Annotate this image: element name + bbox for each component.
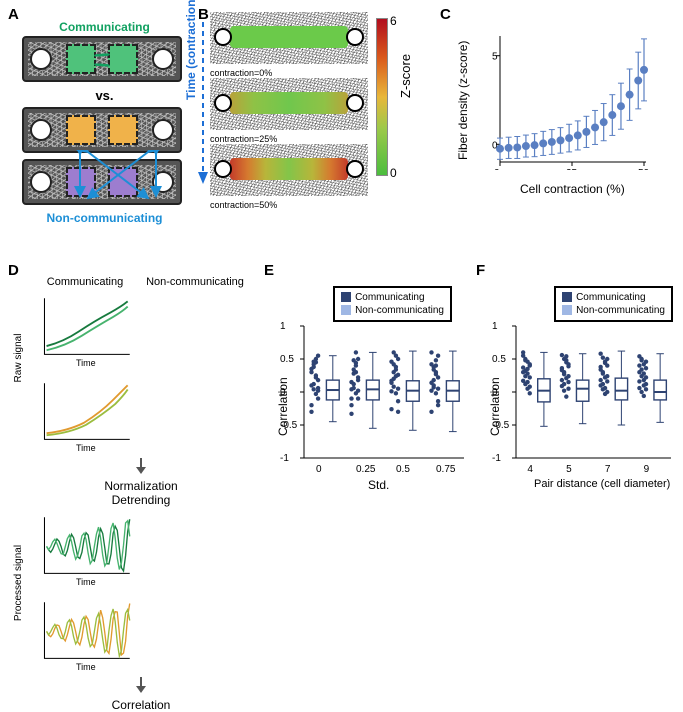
svg-text:4: 4: [527, 464, 533, 475]
svg-text:0.5: 0.5: [492, 354, 506, 365]
sim-frame-0: [210, 12, 368, 64]
e-xlabel: Std.: [368, 478, 389, 492]
panel-B: Time (contraction) contraction=0% contra…: [210, 12, 375, 210]
d-raw-noncomm: Time: [32, 377, 136, 451]
lgE-noncomm: Non-communicating: [355, 305, 444, 316]
d-step3: Correlation: [30, 698, 252, 712]
contraction-label-1: contraction=25%: [210, 134, 375, 144]
panel-E: Communicating Non-communicating -1-0.500…: [272, 286, 472, 496]
panel-C: 0502550 Fiber density (z-score) Cell con…: [450, 20, 660, 200]
d-step2: Detrending: [30, 493, 252, 507]
d-step1: Normalization: [30, 479, 252, 493]
f-xlabel: Pair distance (cell diameter): [534, 478, 670, 490]
sim-frame-1: [210, 78, 368, 130]
legend-F: Communicating Non-communicating: [554, 286, 673, 322]
vs-text: vs.: [22, 88, 187, 103]
cbar-tick-top: 6: [390, 14, 397, 28]
arrow-down-icon: [134, 458, 148, 474]
svg-text:0.5: 0.5: [396, 464, 410, 475]
label-F: F: [476, 262, 485, 279]
device-noncomm-2: [22, 159, 182, 205]
d-xlab-3: Time: [76, 577, 96, 587]
c-xlabel: Cell contraction (%): [520, 182, 625, 196]
fiber-density-chart: 0502550: [492, 30, 652, 170]
arrow-down-icon-2: [134, 677, 148, 693]
d-row1-label: Raw signal: [13, 334, 24, 383]
f-ylabel: Correlation: [488, 377, 502, 436]
svg-text:0.25: 0.25: [356, 464, 376, 475]
panel-A: Communicating vs. Non-communicating: [22, 20, 187, 225]
svg-text:0.75: 0.75: [436, 464, 456, 475]
time-arrow-icon: [196, 18, 210, 184]
communicating-title: Communicating: [22, 20, 187, 34]
sim-frame-2: [210, 144, 368, 196]
d-proc-comm: Time: [32, 511, 136, 585]
d-xlab-1: Time: [76, 358, 96, 368]
svg-text:0: 0: [316, 464, 322, 475]
lgE-comm: Communicating: [355, 292, 424, 303]
label-E: E: [264, 262, 274, 279]
svg-text:7: 7: [605, 464, 611, 475]
svg-text:50: 50: [638, 168, 650, 170]
d-xlab-2: Time: [76, 443, 96, 453]
device-noncomm-1: [22, 107, 182, 153]
d-row2-label: Processed signal: [13, 545, 24, 621]
panel-F: Communicating Non-communicating -1-0.500…: [484, 286, 679, 496]
time-label: Time (contraction): [184, 0, 198, 100]
lgF-comm: Communicating: [576, 292, 645, 303]
d-xlab-4: Time: [76, 662, 96, 672]
d-proc-noncomm: Time: [32, 596, 136, 670]
colorbar: [376, 18, 388, 176]
svg-text:9: 9: [644, 464, 650, 475]
colorbar-label: Z-score: [398, 54, 413, 98]
d-col-comm: Communicating: [30, 276, 140, 288]
svg-text:0: 0: [494, 168, 500, 170]
lgF-noncomm: Non-communicating: [576, 305, 665, 316]
svg-text:0.5: 0.5: [280, 354, 294, 365]
d-col-noncomm: Non-communicating: [140, 276, 250, 288]
svg-text:25: 25: [566, 168, 578, 170]
d-raw-comm: Time: [32, 292, 136, 366]
svg-text:1: 1: [492, 321, 498, 332]
svg-text:5: 5: [566, 464, 572, 475]
e-ylabel: Correlation: [276, 377, 290, 436]
label-A: A: [8, 6, 19, 23]
svg-text:-1: -1: [280, 453, 289, 464]
svg-text:1: 1: [280, 321, 286, 332]
svg-text:5: 5: [492, 52, 498, 63]
contraction-label-2: contraction=50%: [210, 200, 375, 210]
svg-text:-1: -1: [492, 453, 501, 464]
device-communicating: [22, 36, 182, 82]
legend-E: Communicating Non-communicating: [333, 286, 452, 322]
panel-D: Communicating Non-communicating Raw sign…: [12, 276, 252, 712]
cbar-tick-bottom: 0: [390, 166, 397, 180]
noncommunicating-title: Non-communicating: [22, 211, 187, 225]
c-ylabel: Fiber density (z-score): [456, 41, 470, 160]
colorbar-ticks: 6 0: [390, 14, 397, 180]
contraction-label-0: contraction=0%: [210, 68, 375, 78]
